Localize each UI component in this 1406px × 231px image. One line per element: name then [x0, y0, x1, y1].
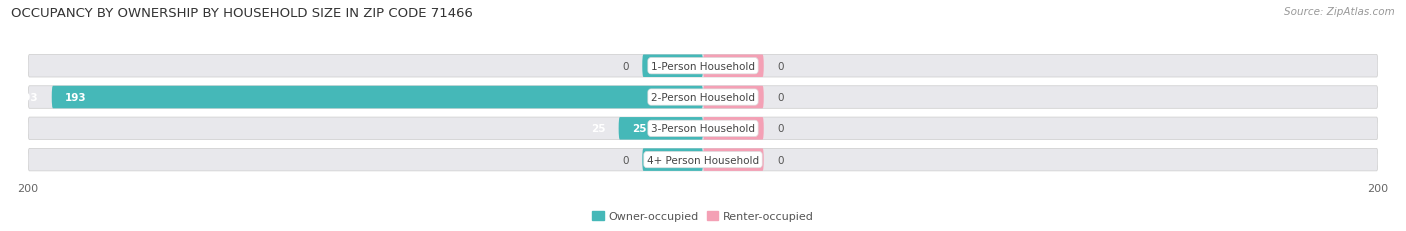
Text: 193: 193	[65, 93, 87, 103]
Text: 25: 25	[633, 124, 647, 134]
Text: 3-Person Household: 3-Person Household	[651, 124, 755, 134]
Text: 0: 0	[778, 155, 783, 165]
FancyBboxPatch shape	[703, 118, 763, 140]
Text: 0: 0	[623, 155, 628, 165]
FancyBboxPatch shape	[619, 118, 703, 140]
Text: 25: 25	[591, 124, 605, 134]
Text: 1-Person Household: 1-Person Household	[651, 61, 755, 71]
FancyBboxPatch shape	[703, 149, 763, 171]
FancyBboxPatch shape	[28, 86, 1378, 109]
FancyBboxPatch shape	[52, 86, 703, 109]
Text: 0: 0	[778, 61, 783, 71]
Text: 193: 193	[17, 93, 38, 103]
Text: 2-Person Household: 2-Person Household	[651, 93, 755, 103]
Text: 0: 0	[778, 93, 783, 103]
Text: Source: ZipAtlas.com: Source: ZipAtlas.com	[1284, 7, 1395, 17]
FancyBboxPatch shape	[28, 55, 1378, 78]
FancyBboxPatch shape	[703, 86, 763, 109]
Text: 4+ Person Household: 4+ Person Household	[647, 155, 759, 165]
FancyBboxPatch shape	[28, 118, 1378, 140]
FancyBboxPatch shape	[643, 55, 703, 78]
Text: 0: 0	[778, 124, 783, 134]
FancyBboxPatch shape	[643, 149, 703, 171]
FancyBboxPatch shape	[703, 55, 763, 78]
Legend: Owner-occupied, Renter-occupied: Owner-occupied, Renter-occupied	[588, 206, 818, 225]
Text: OCCUPANCY BY OWNERSHIP BY HOUSEHOLD SIZE IN ZIP CODE 71466: OCCUPANCY BY OWNERSHIP BY HOUSEHOLD SIZE…	[11, 7, 474, 20]
FancyBboxPatch shape	[28, 149, 1378, 171]
Text: 0: 0	[623, 61, 628, 71]
